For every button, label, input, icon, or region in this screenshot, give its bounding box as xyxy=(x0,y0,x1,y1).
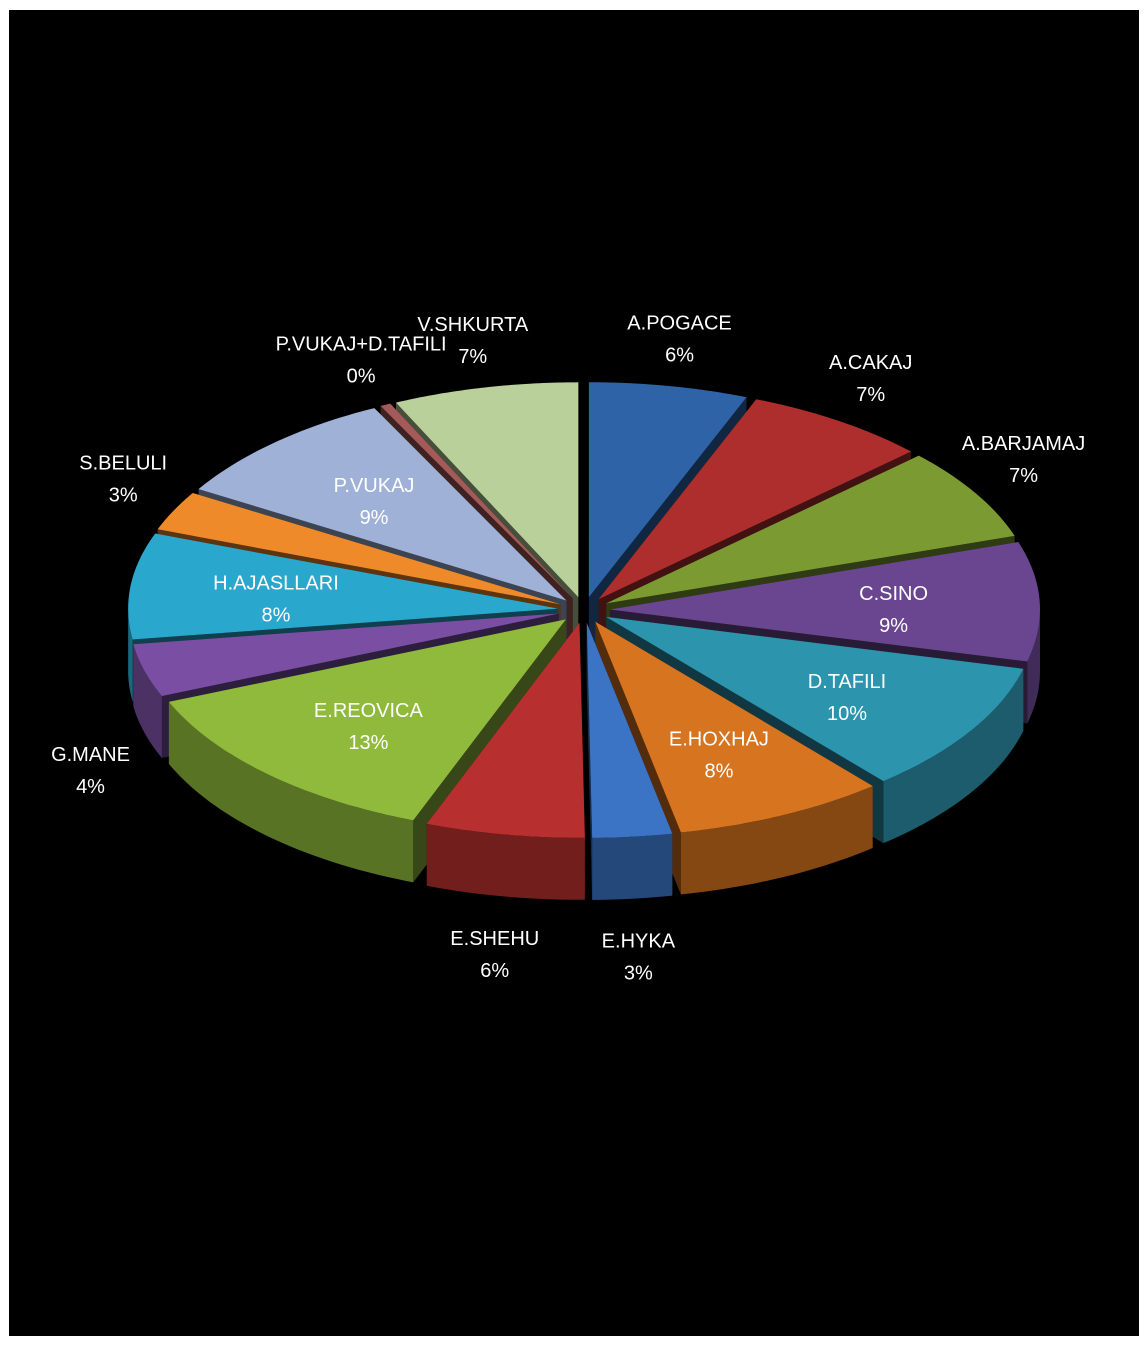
data-label-percent: 3% xyxy=(624,963,653,985)
pie-slice-top xyxy=(606,455,1015,604)
data-label-category: P.VUKAJ+D.TAFILI xyxy=(276,334,447,356)
pie-slice-outer-wall xyxy=(426,823,585,900)
pie-slice-outer-wall xyxy=(883,668,1024,844)
data-label-category: E.SHEHU xyxy=(450,928,539,950)
data-label-category: A.POGACE xyxy=(627,313,731,335)
pie-slice-top xyxy=(128,533,559,640)
data-label-percent: 8% xyxy=(261,605,290,627)
data-label-percent: 9% xyxy=(879,615,908,637)
data-label-category: C.SINO xyxy=(859,583,928,605)
pie-slice-outer-wall xyxy=(168,701,414,883)
pie-slice-outer-wall xyxy=(592,833,673,900)
pie-slice-top xyxy=(380,403,573,599)
pie-slice-top xyxy=(595,621,873,833)
pie-slice-outer-wall xyxy=(680,786,873,895)
data-label-category: E.HOXHAJ xyxy=(669,728,769,750)
pie-slice-top xyxy=(598,399,912,600)
data-label-category: P.VUKAJ xyxy=(334,475,415,497)
pie-slice xyxy=(426,622,585,900)
data-label-category: E.REOVICA xyxy=(314,700,424,722)
pie-slice-top xyxy=(609,542,1040,662)
data-label-category: A.CAKAJ xyxy=(829,352,912,374)
pie-slice-top xyxy=(606,616,1024,782)
data-label-percent: 9% xyxy=(360,507,389,529)
pie-slice-top xyxy=(586,622,673,838)
data-label-percent: 6% xyxy=(665,345,694,367)
pie-slice-side-wall xyxy=(586,622,593,900)
data-label-percent: 6% xyxy=(480,960,509,982)
plot-area: A.POGACE 6% A.CAKAJ 7% A.BARJAMAJ 7% C.SINO 9% D… xyxy=(9,10,1139,1336)
data-label-category: S.BELULI xyxy=(79,453,167,475)
data-label-category: D.TAFILI xyxy=(808,671,887,693)
data-label-category: E.HYKA xyxy=(602,931,676,953)
pie-slice-outer-wall xyxy=(1027,609,1040,724)
data-label-percent: 0% xyxy=(347,366,376,388)
data-label-category: H.AJASLLARI xyxy=(213,573,339,595)
data-label-percent: 10% xyxy=(827,703,867,725)
pie-slice-outer-wall xyxy=(128,608,133,702)
data-label-category: A.BARJAMAJ xyxy=(962,433,1085,455)
data-label-percent: 3% xyxy=(109,485,138,507)
data-label-percent: 4% xyxy=(76,776,105,798)
pie-slice-top xyxy=(588,382,747,598)
data-label-percent: 8% xyxy=(704,760,733,782)
pie-slice-top xyxy=(198,408,567,601)
pie-chart: A.POGACE 6% A.CAKAJ 7% A.BARJAMAJ 7% C.SINO 9% D… xyxy=(51,313,1085,985)
data-label-category: V.SHKURTA xyxy=(417,314,528,336)
data-labels: A.POGACE 6% A.CAKAJ 7% A.BARJAMAJ 7% C.SINO 9% D… xyxy=(51,313,1085,985)
data-label-percent: 7% xyxy=(1009,465,1038,487)
pie-slice-top xyxy=(426,622,585,838)
pie-slice-outer-wall xyxy=(133,644,162,759)
pie-slice-top xyxy=(168,619,566,821)
pie-slice-top xyxy=(395,382,579,598)
pie-slice xyxy=(586,622,673,900)
data-label-category: G.MANE xyxy=(51,744,130,766)
pie-slice-top xyxy=(133,613,559,697)
pie-slice-top xyxy=(157,492,561,605)
data-label-percent: 7% xyxy=(856,384,885,406)
data-label-percent: 7% xyxy=(458,346,487,368)
pie-slices xyxy=(128,382,1040,900)
data-label-percent: 13% xyxy=(348,732,388,754)
